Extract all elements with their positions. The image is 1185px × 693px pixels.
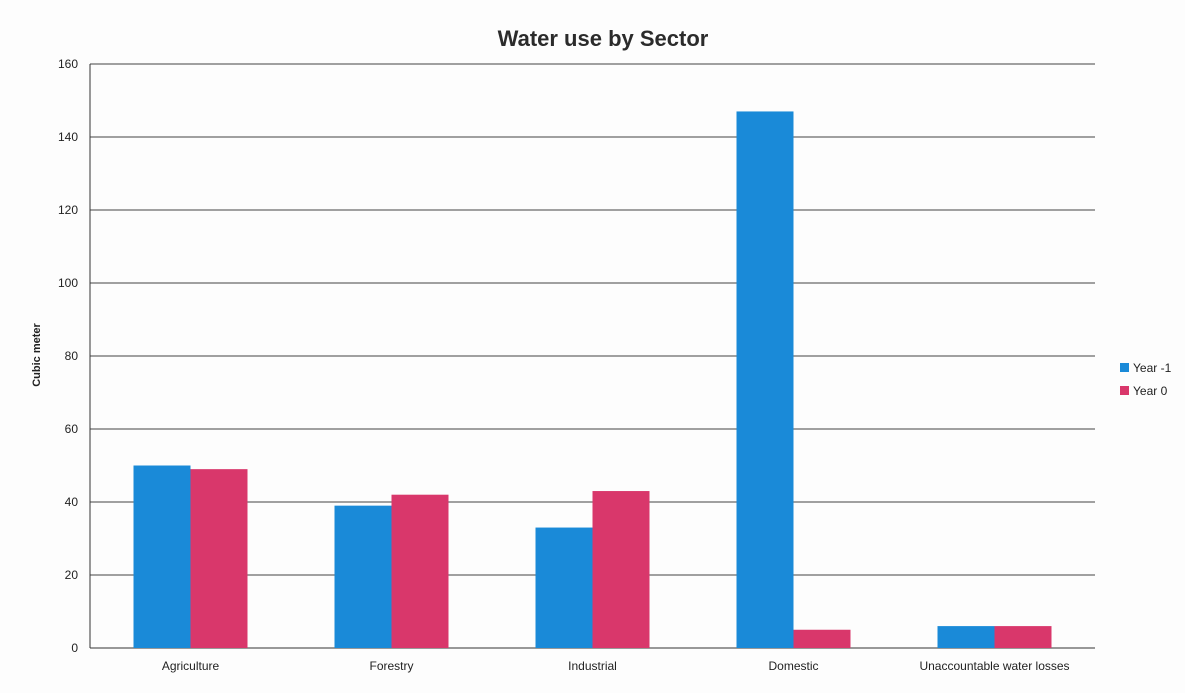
y-tick-label: 20	[65, 568, 79, 582]
bar-year-0	[392, 495, 449, 648]
x-tick-label: Industrial	[568, 659, 617, 673]
y-tick-label: 40	[65, 495, 79, 509]
legend-label: Year 0	[1133, 384, 1168, 398]
legend-swatch	[1120, 386, 1129, 395]
x-axis-ticks: Agriculture Forestry Industrial Domestic Una…	[162, 659, 1070, 673]
y-tick-label: 80	[65, 349, 79, 363]
bar-year-minus-1	[536, 528, 593, 648]
bar-year-0	[191, 469, 248, 648]
y-tick-label: 160	[58, 57, 78, 71]
bars	[134, 111, 1052, 648]
bar-year-0	[995, 626, 1052, 648]
y-axis-label: Cubic meter	[31, 322, 43, 386]
bar-year-minus-1	[335, 506, 392, 648]
bar-year-minus-1	[737, 111, 794, 648]
x-tick-label: Unaccountable water losses	[919, 659, 1069, 673]
y-tick-label: 140	[58, 130, 78, 144]
legend-label: Year -1	[1133, 361, 1172, 375]
legend: Year -1 Year 0	[1120, 361, 1172, 398]
y-tick-label: 100	[58, 276, 78, 290]
x-tick-label: Forestry	[369, 659, 413, 673]
y-tick-label: 60	[65, 422, 79, 436]
y-tick-label: 120	[58, 203, 78, 217]
bar-year-0	[593, 491, 650, 648]
bar-year-minus-1	[938, 626, 995, 648]
x-tick-label: Domestic	[768, 659, 818, 673]
chart-title: Water use by Sector	[498, 26, 709, 51]
y-tick-label: 0	[71, 641, 78, 655]
bar-year-minus-1	[134, 466, 191, 649]
y-axis-ticks: 0 20 40 60 80 100 120 140 160	[58, 57, 78, 655]
x-tick-label: Agriculture	[162, 659, 220, 673]
bar-year-0	[794, 630, 851, 648]
legend-swatch	[1120, 363, 1129, 372]
